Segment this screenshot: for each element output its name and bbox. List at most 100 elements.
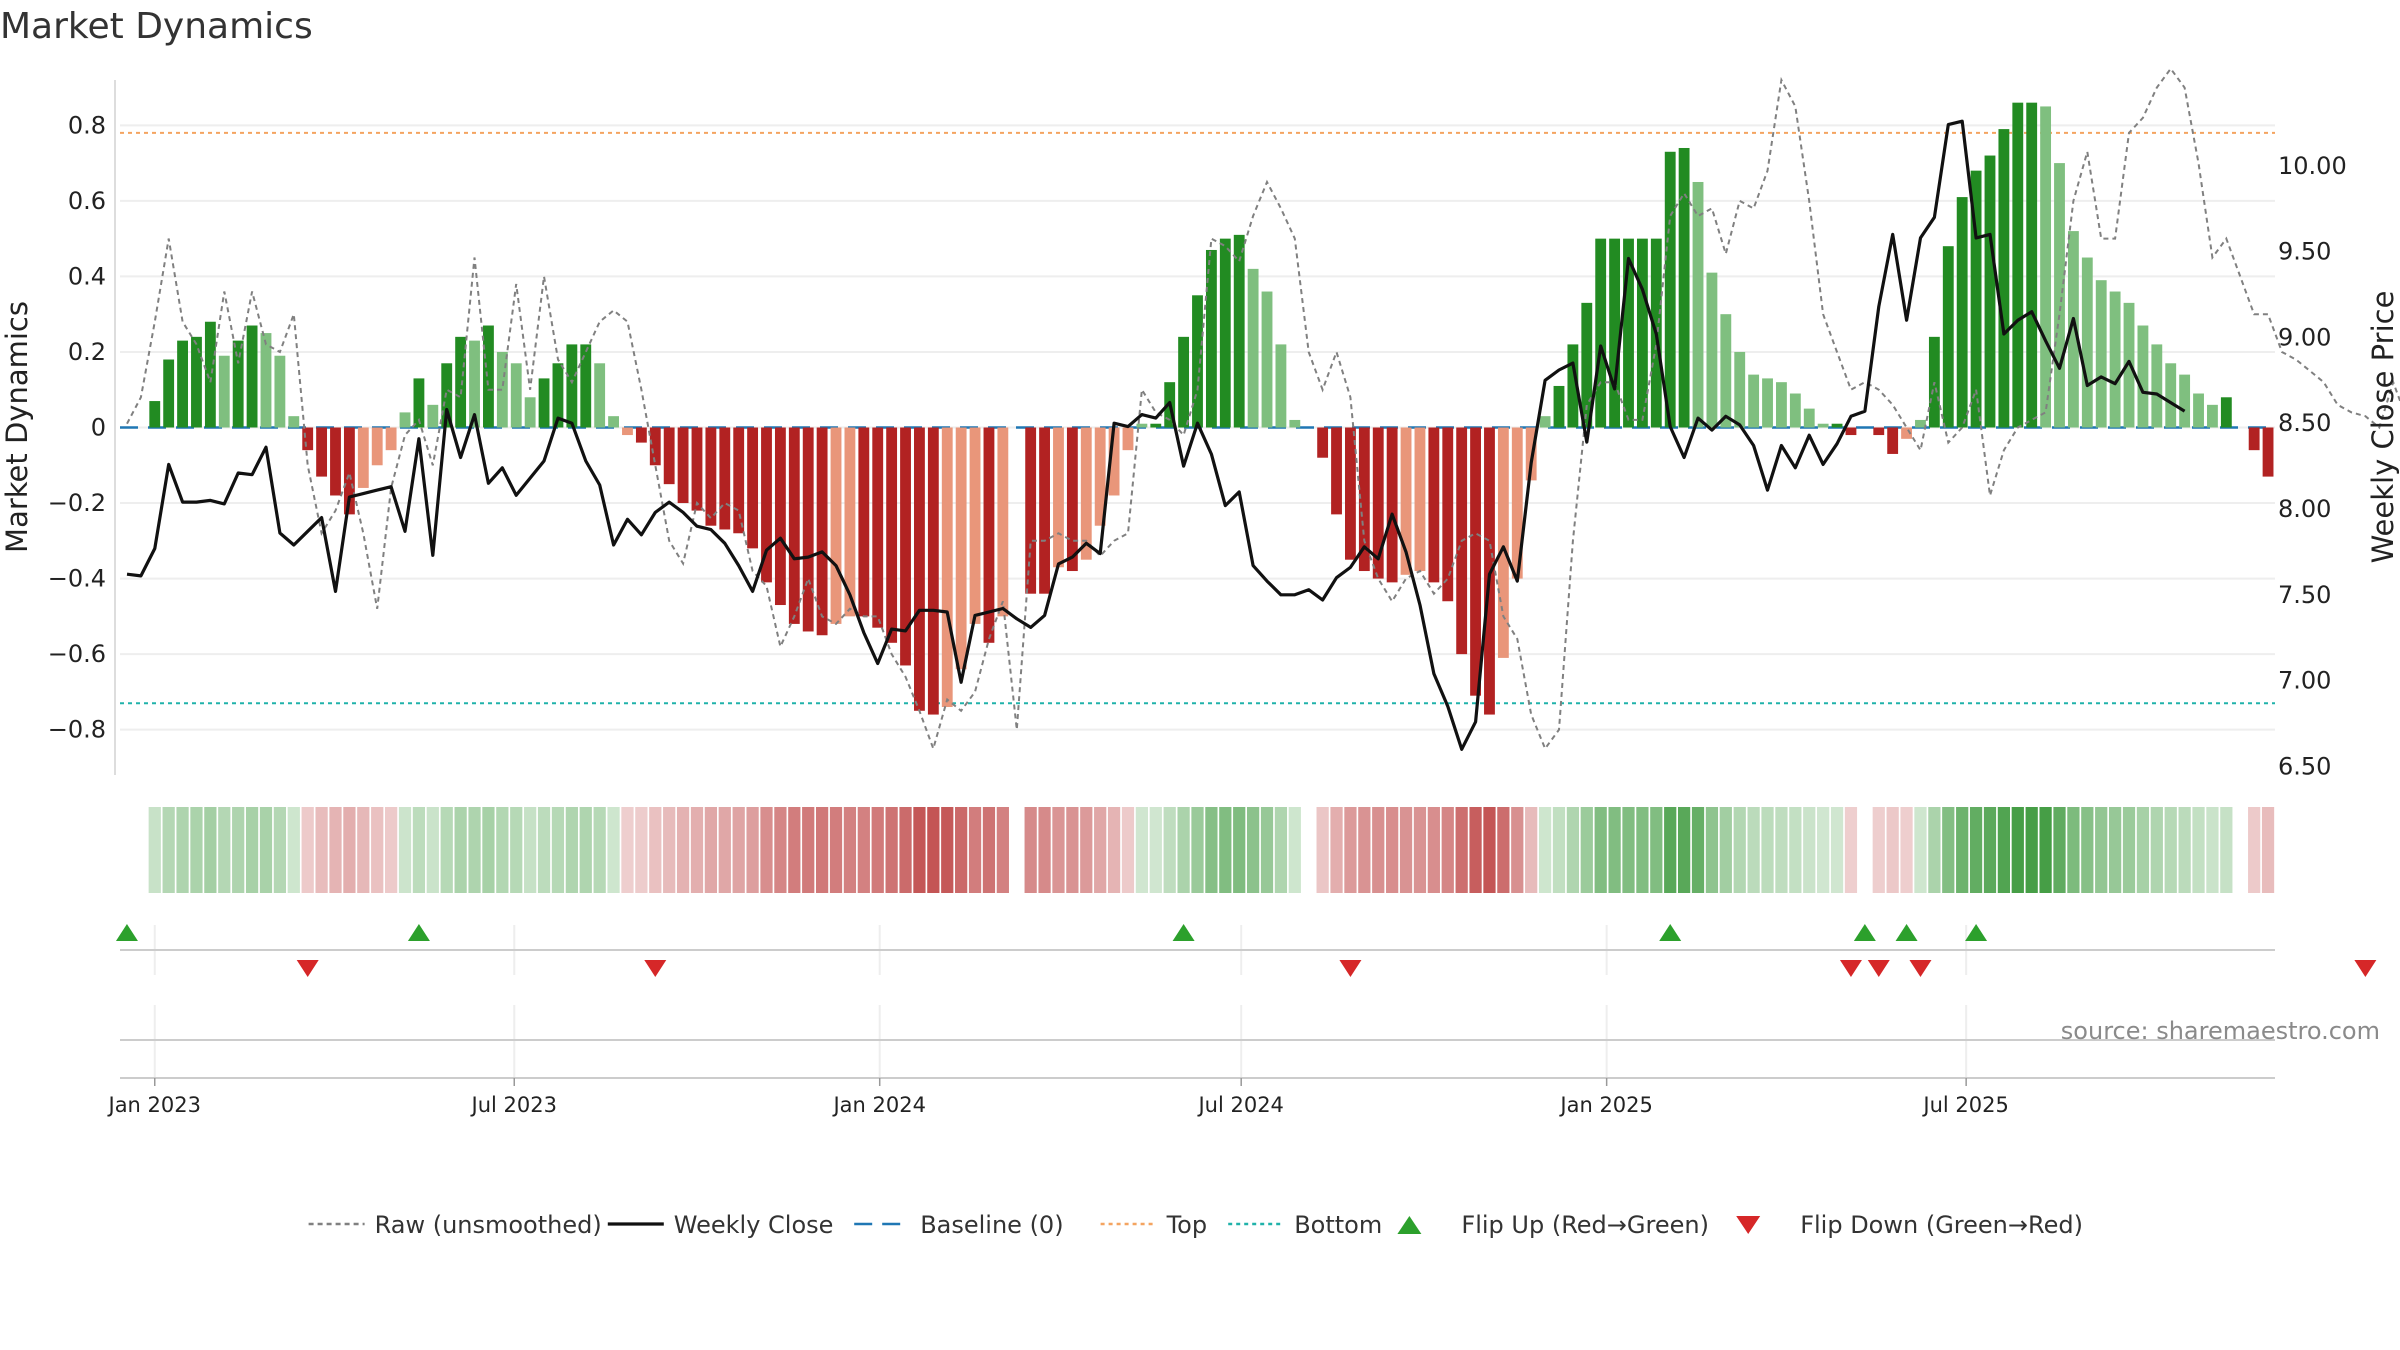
dynamics-bar xyxy=(1442,427,1454,602)
left-tick-label: 0 xyxy=(91,414,106,442)
right-tick-label: 6.50 xyxy=(2278,752,2331,780)
regime-cell xyxy=(2081,807,2094,893)
dynamics-bar xyxy=(844,427,856,617)
regime-cell xyxy=(343,807,356,893)
legend: Raw (unsmoothed) Weekly Close Baseline (0)… xyxy=(308,1211,2083,1239)
regime-cell xyxy=(1288,807,1301,893)
regime-cell xyxy=(524,807,537,893)
regime-cell xyxy=(1080,807,1093,893)
regime-cell xyxy=(1677,807,1691,893)
regime-cell xyxy=(1552,807,1566,893)
regime-cell xyxy=(1719,807,1732,893)
regime-cell xyxy=(2261,807,2275,893)
regime-cell xyxy=(412,807,426,893)
date-tick-label: Jan 2025 xyxy=(1558,1093,1653,1117)
dynamics-bar xyxy=(483,325,494,428)
dynamics-bar xyxy=(733,427,745,534)
dynamics-bar xyxy=(1998,129,2010,428)
regime-cell xyxy=(1928,807,1941,893)
regime-cell xyxy=(1316,807,1329,893)
dynamics-bar xyxy=(1289,419,1301,428)
flip-down-marker xyxy=(644,960,667,977)
dynamics-bar xyxy=(455,336,467,428)
dynamics-bar xyxy=(552,363,564,428)
dynamics-bar xyxy=(1539,416,1551,428)
regime-cell xyxy=(2178,807,2191,893)
dynamics-bar xyxy=(1470,427,1481,696)
dynamics-bar xyxy=(816,427,828,636)
raw-line-group xyxy=(126,67,2400,752)
dynamics-bar xyxy=(1831,423,1843,428)
dynamics-bar xyxy=(1901,427,1912,439)
dynamics-bar xyxy=(1734,351,1746,428)
legend-item: Flip Down (Green→Red) xyxy=(1736,1211,2083,1239)
left-axis-ticks: 0.8 0.6 0.4 0.2 0 −0.2 −0.4 −0.6 −0.8 xyxy=(48,111,106,743)
regime-cell xyxy=(1900,807,1913,893)
flip-up-marker xyxy=(1965,924,1988,941)
regime-cell xyxy=(273,807,287,893)
dynamics-bar xyxy=(566,344,578,428)
regime-cell xyxy=(496,807,509,893)
regime-cell xyxy=(815,807,829,893)
regime-cell xyxy=(2011,807,2024,893)
regime-cell xyxy=(2192,807,2205,893)
flip-down-marker xyxy=(1909,960,1932,977)
dynamics-bar xyxy=(927,427,939,715)
legend-item: Flip Up (Red→Green) xyxy=(1397,1211,1709,1239)
regime-cell xyxy=(968,807,982,893)
regime-cell xyxy=(1163,807,1176,893)
regime-cell xyxy=(1997,807,2011,893)
regime-cell xyxy=(1399,807,1413,893)
regime-cell xyxy=(1691,807,1705,893)
dynamics-bar xyxy=(830,427,842,624)
regime-cell xyxy=(2108,807,2122,893)
right-axis-ticks: 10.00 9.50 9.00 8.50 8.00 7.50 7.00 6.50 xyxy=(2278,152,2347,781)
regime-cell xyxy=(1094,807,1107,893)
regime-cell xyxy=(1608,807,1621,893)
regime-cell xyxy=(2053,807,2066,893)
flip-down-marker xyxy=(1867,960,1890,977)
date-tick-label: Jan 2024 xyxy=(831,1093,926,1117)
dynamics-bar xyxy=(2262,427,2274,477)
dynamics-bar xyxy=(1817,423,1829,428)
date-tick-label: Jul 2023 xyxy=(470,1093,557,1117)
dynamics-bar xyxy=(218,355,230,428)
regime-cell xyxy=(843,807,857,893)
regime-cell xyxy=(565,807,578,893)
dynamics-bar xyxy=(2220,397,2232,428)
regime-cell xyxy=(371,807,384,893)
dynamics-bar xyxy=(2067,231,2079,428)
regime-cell xyxy=(607,807,620,893)
legend-label: Baseline (0) xyxy=(920,1211,1063,1239)
legend-item: Raw (unsmoothed) xyxy=(308,1211,602,1239)
dynamics-bar xyxy=(413,378,425,428)
flip-down-marker xyxy=(2354,960,2377,977)
right-tick-label: 8.50 xyxy=(2278,409,2331,437)
date-tick-label: Jan 2023 xyxy=(107,1093,202,1117)
flip-markers xyxy=(115,924,2377,977)
chart-title: Market Dynamics xyxy=(0,6,313,47)
regime-cell xyxy=(315,807,328,893)
dynamics-bar xyxy=(1386,427,1398,583)
regime-cell xyxy=(1038,807,1051,893)
regime-cell xyxy=(996,807,1009,893)
regime-cell xyxy=(176,807,189,893)
dynamics-bar xyxy=(2151,344,2163,428)
flip-down-marker xyxy=(1839,960,1862,977)
regime-cell xyxy=(2248,807,2261,893)
left-tick-label: −0.2 xyxy=(48,489,106,517)
dynamics-bar xyxy=(274,355,286,428)
dynamics-bar xyxy=(385,427,397,451)
dynamics-bar xyxy=(1345,427,1356,560)
regime-cell xyxy=(1664,807,1677,893)
right-tick-label: 8.00 xyxy=(2278,495,2331,523)
regime-cell xyxy=(2220,807,2233,893)
regime-cell xyxy=(468,807,481,893)
dynamics-bar xyxy=(1845,427,1857,436)
regime-cell xyxy=(593,807,606,893)
regime-cell xyxy=(913,807,926,893)
dynamics-bar xyxy=(1414,427,1426,572)
regime-cell xyxy=(1135,807,1149,893)
dynamics-bar xyxy=(2109,291,2121,428)
lower-panel-grid xyxy=(153,925,1968,1078)
